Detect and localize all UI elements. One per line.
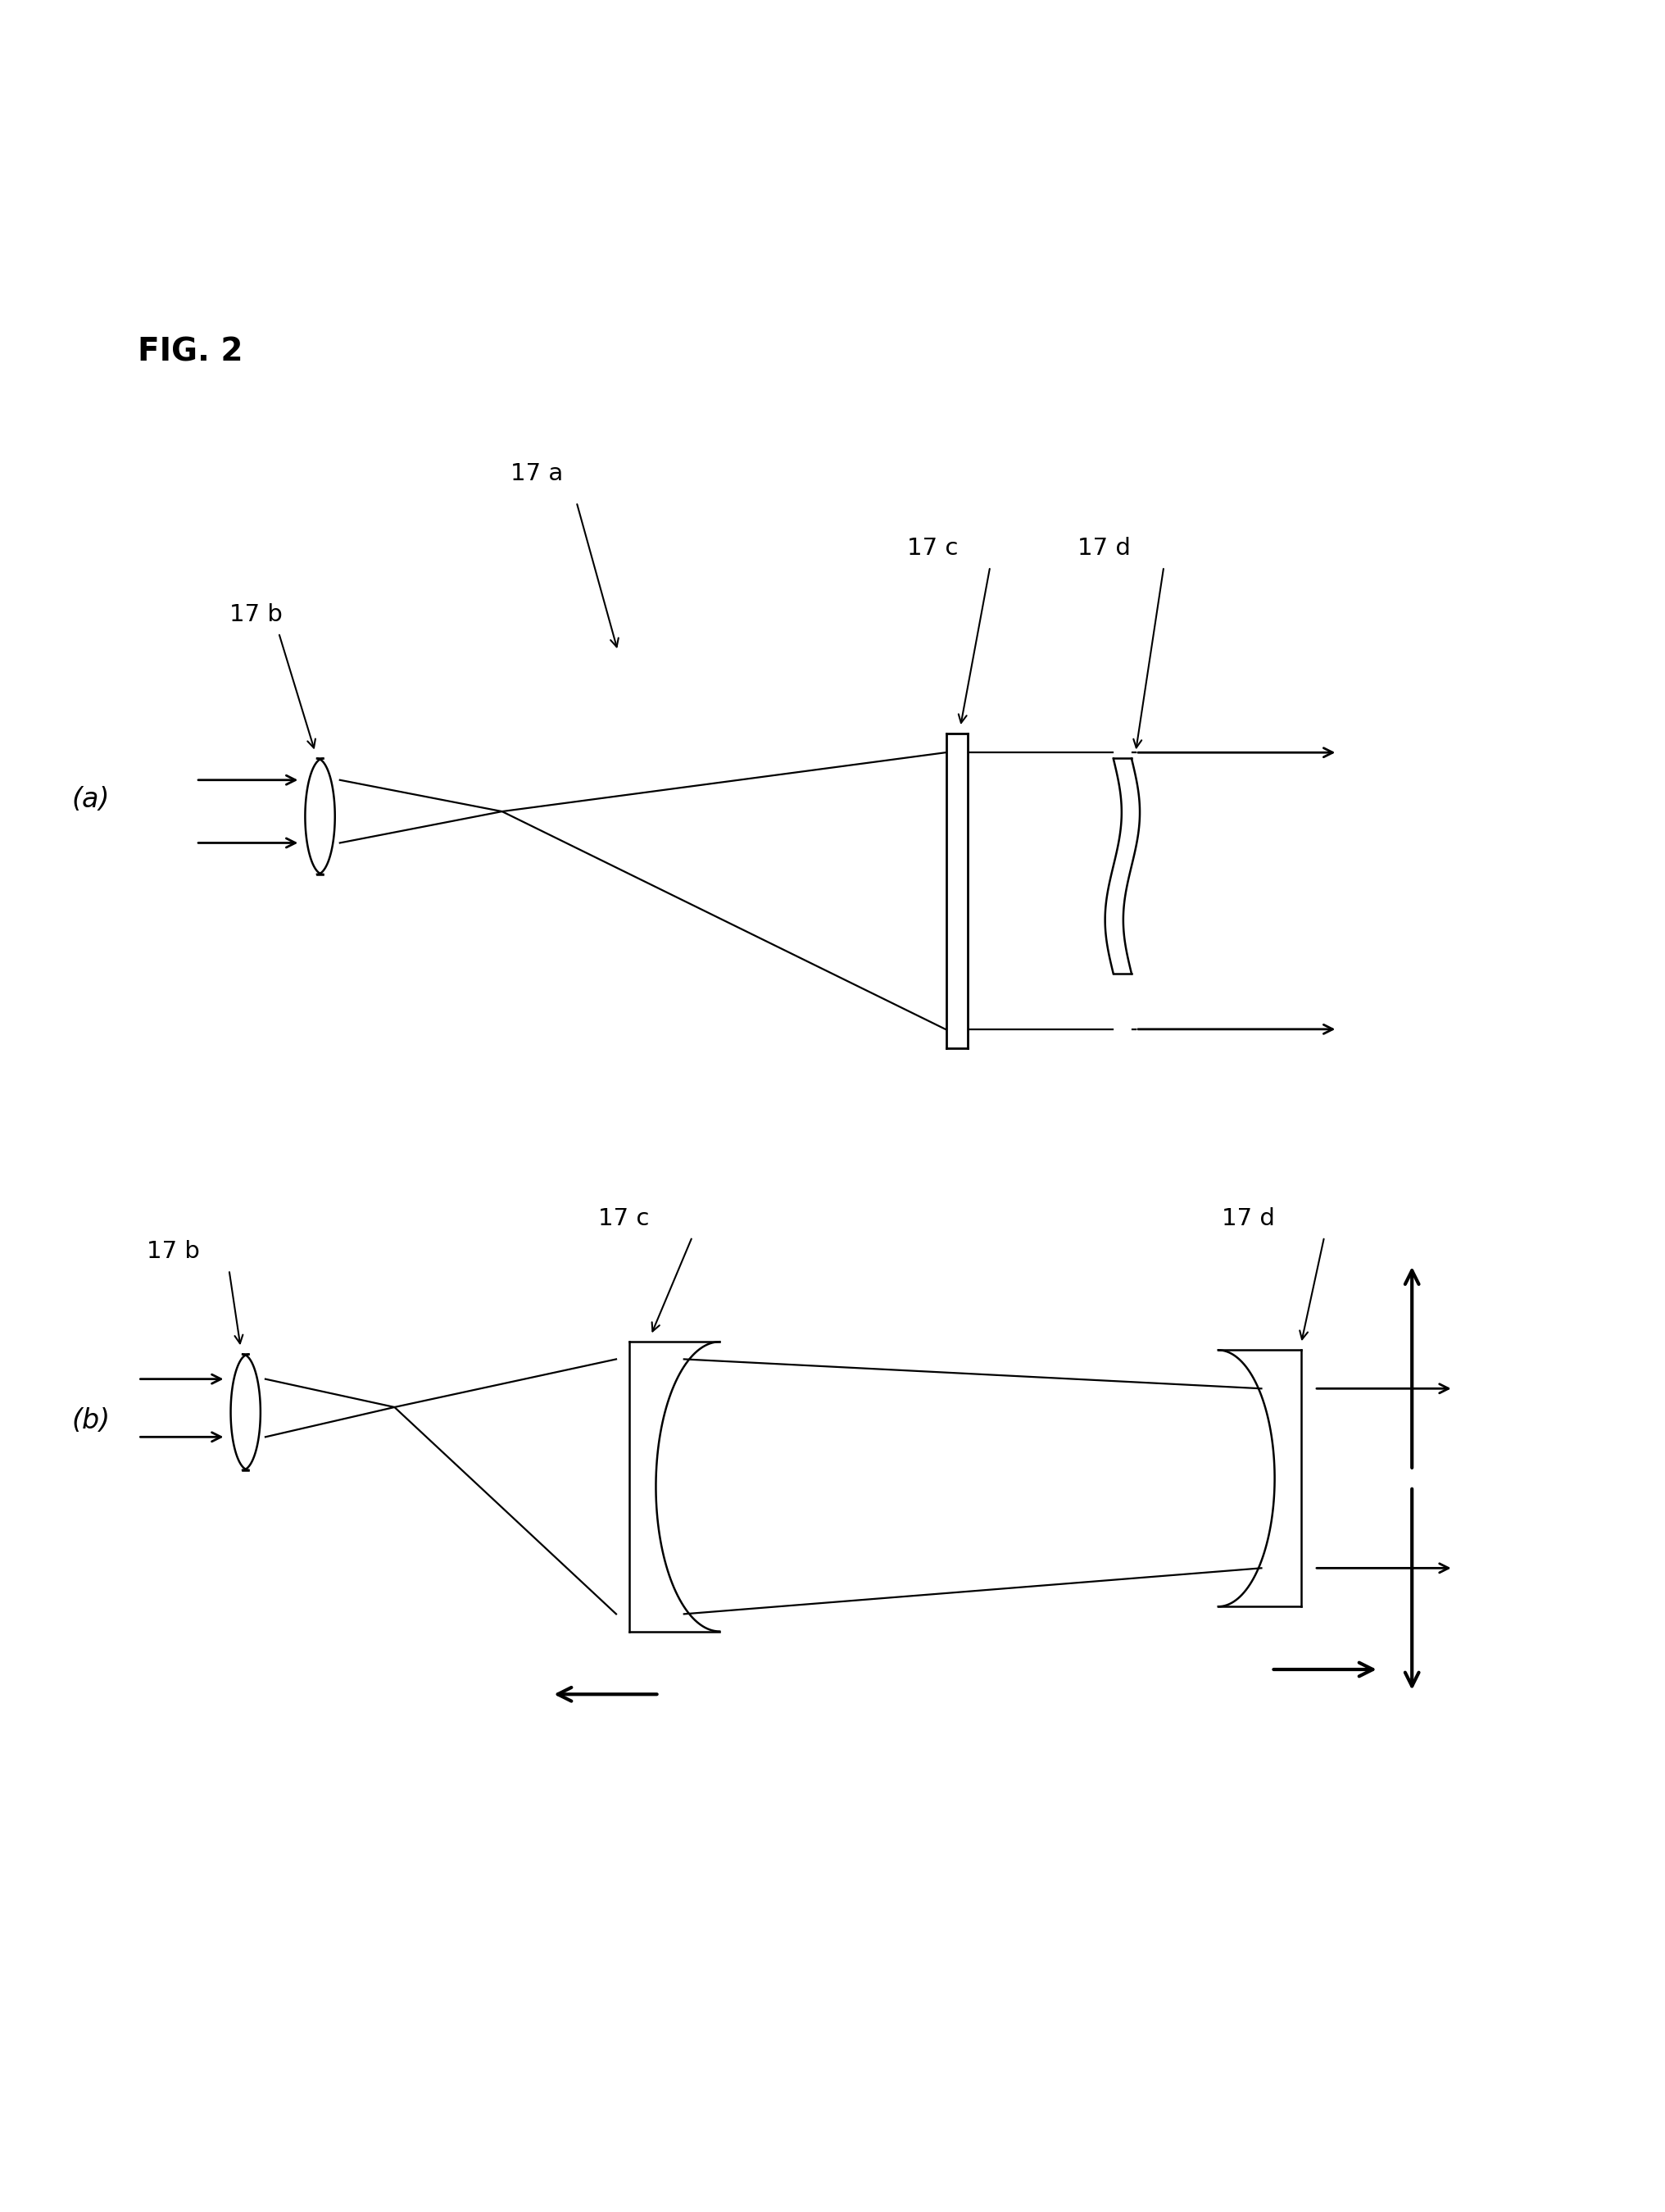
Text: 17 c: 17 c — [598, 1208, 649, 1230]
Text: 17 d: 17 d — [1220, 1208, 1274, 1230]
Text: FIG. 2: FIG. 2 — [138, 336, 243, 367]
Text: (a): (a) — [72, 785, 110, 814]
Text: 17 d: 17 d — [1077, 538, 1131, 560]
Text: 17 b: 17 b — [147, 1241, 200, 1263]
Text: 17 c: 17 c — [907, 538, 957, 560]
Text: 17 b: 17 b — [228, 604, 281, 626]
Text: (b): (b) — [72, 1407, 110, 1433]
Text: 17 a: 17 a — [509, 462, 563, 484]
